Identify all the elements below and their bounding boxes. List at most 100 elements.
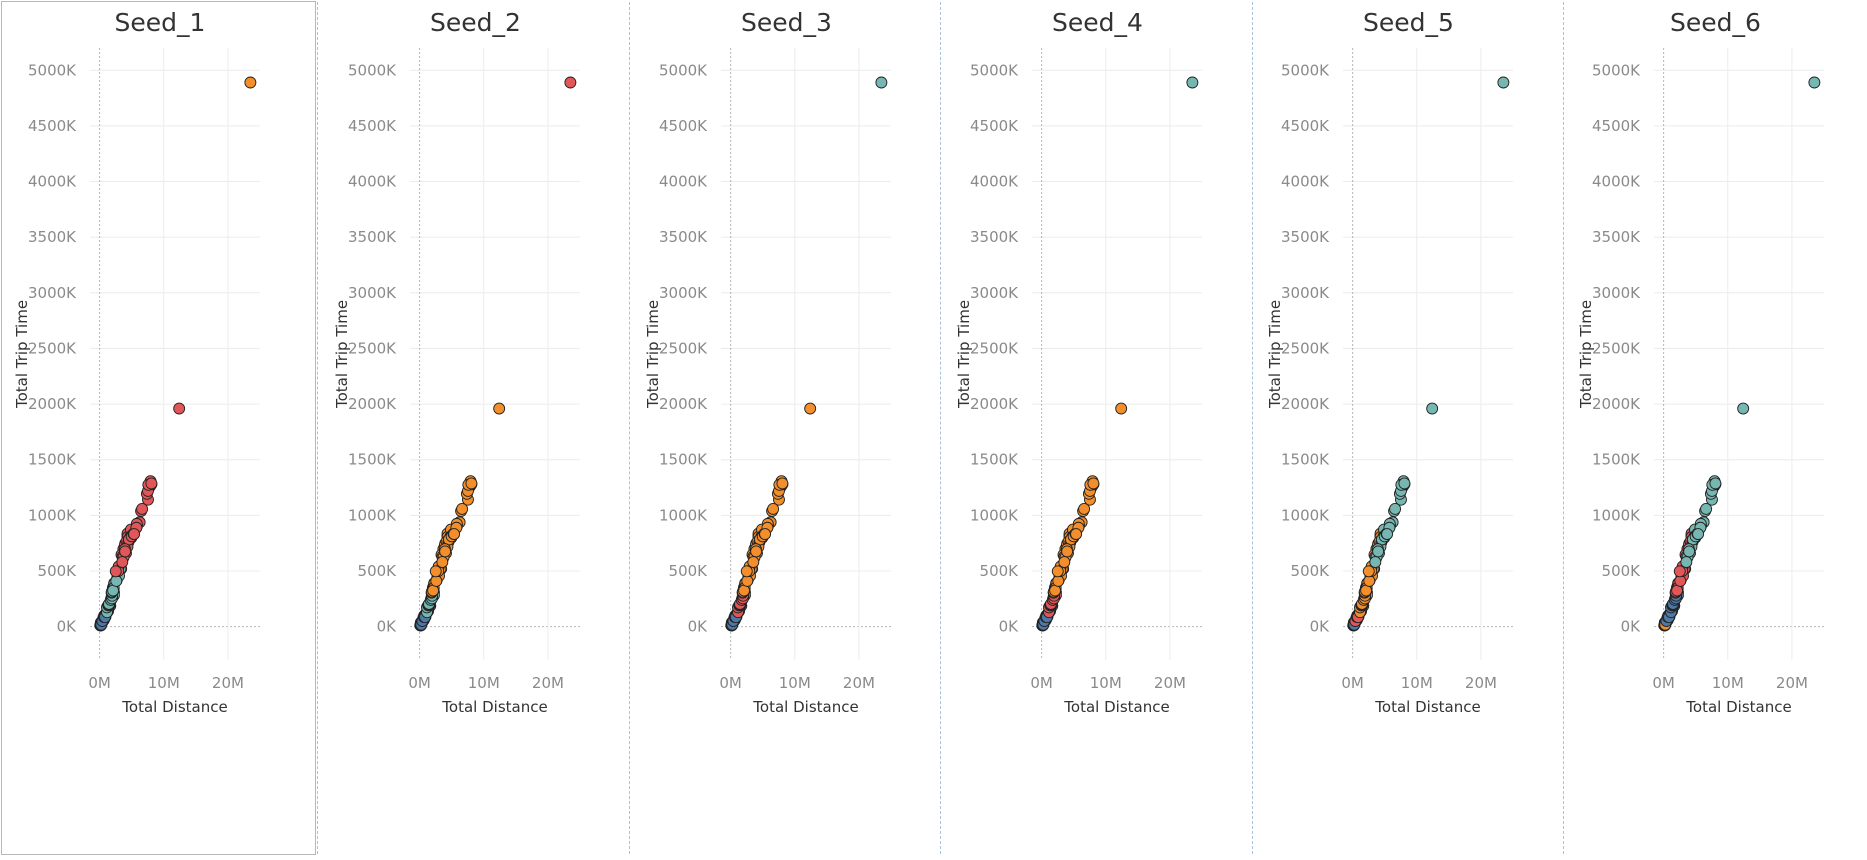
panel-title: Seed_1 — [114, 8, 206, 37]
y-tick-label: 500K — [1602, 562, 1642, 580]
y-tick-label: 3500K — [28, 228, 77, 246]
y-axis-title: Total Trip Time — [644, 300, 662, 409]
data-point — [456, 502, 469, 515]
x-tick-label: 0M — [1652, 674, 1675, 692]
data-point — [116, 556, 129, 569]
y-tick-label: 1500K — [970, 451, 1019, 469]
y-tick-label: 1000K — [348, 506, 397, 524]
chart-panel-seed-6[interactable]: Seed_6 0K 500K 1000K 1500K 2000K 2500K 3000K 35… — [1564, 0, 1867, 860]
y-tick-label: 4500K — [28, 117, 77, 135]
y-tick-label: 1000K — [1592, 506, 1641, 524]
y-tick-label: 0K — [999, 618, 1020, 636]
y-tick-label: 500K — [358, 562, 398, 580]
y-tick-label: 3000K — [1592, 284, 1641, 302]
y-tick-label: 0K — [57, 618, 78, 636]
y-tick-label: 4500K — [1592, 117, 1641, 135]
x-tick-label: 0M — [1030, 674, 1053, 692]
data-point — [436, 556, 449, 569]
x-tick-label: 20M — [1776, 674, 1808, 692]
y-tick-label: 0K — [1621, 618, 1642, 636]
y-tick-label: 1000K — [659, 506, 708, 524]
chart-panel-seed-3[interactable]: Seed_3 0K 500K 1000K 1500K 2000K 2500K 3000K 35… — [631, 0, 942, 860]
y-tick-label: 2000K — [1281, 395, 1330, 413]
data-point — [1381, 528, 1394, 541]
y-tick-label: 4000K — [970, 173, 1019, 191]
y-tick-label: 1500K — [1592, 451, 1641, 469]
y-tick-label: 4500K — [1281, 117, 1330, 135]
data-point — [128, 528, 141, 541]
data-point — [1372, 545, 1385, 558]
chart-panel-seed-2[interactable]: Seed_2 0K 500K 1000K 1500K 2000K 2500K 3000K 35… — [320, 0, 631, 860]
data-point-outlier — [804, 402, 817, 415]
x-axis-title: Total Distance — [441, 698, 547, 716]
panel-divider — [940, 2, 941, 854]
data-point-outlier — [1115, 402, 1128, 415]
y-tick-label: 2000K — [1592, 395, 1641, 413]
data-point-outlier — [493, 402, 506, 415]
y-tick-label: 500K — [38, 562, 78, 580]
panel-title: Seed_5 — [1363, 8, 1454, 37]
data-point-outlier — [1808, 76, 1821, 89]
y-tick-label: 1000K — [28, 506, 77, 524]
data-point — [1709, 477, 1722, 490]
data-point-outlier — [1737, 402, 1750, 415]
chart-panel-seed-1[interactable]: Seed_1 0K 500K 1000K 1500K 2000K 2500K 3000K 35… — [0, 0, 320, 860]
panel-title: Seed_6 — [1670, 8, 1761, 37]
y-tick-label: 500K — [980, 562, 1020, 580]
y-tick-label: 1500K — [348, 451, 397, 469]
y-axis-title: Total Trip Time — [1577, 300, 1595, 409]
y-tick-label: 4000K — [28, 173, 77, 191]
data-point-outlier — [244, 76, 257, 89]
y-tick-label: 5000K — [1592, 61, 1641, 79]
data-point — [1058, 556, 1071, 569]
y-tick-label: 1500K — [28, 451, 77, 469]
y-tick-label: 4000K — [1592, 173, 1641, 191]
y-tick-label: 2000K — [970, 395, 1019, 413]
data-point — [1362, 565, 1375, 578]
scatter-plot: 0K 500K 1000K 1500K 2000K 2500K 3000K 3500K 4000… — [333, 48, 580, 716]
y-tick-label: 2500K — [1592, 339, 1641, 357]
x-tick-label: 20M — [212, 674, 244, 692]
panel-title: Seed_2 — [430, 8, 521, 37]
chart-panel-seed-4[interactable]: Seed_4 0K 500K 1000K 1500K 2000K 2500K 3000K 35… — [942, 0, 1253, 860]
y-tick-label: 3000K — [28, 284, 77, 302]
y-tick-label: 5000K — [348, 61, 397, 79]
data-point — [448, 528, 461, 541]
chart-panel-seed-5[interactable]: Seed_5 0K 500K 1000K 1500K 2000K 2500K 3000K 35… — [1253, 0, 1564, 860]
panel-title: Seed_4 — [1052, 8, 1143, 37]
scatter-plot: 0K 500K 1000K 1500K 2000K 2500K 3000K 3500K 4000… — [955, 48, 1202, 716]
data-point — [750, 545, 763, 558]
y-tick-label: 2500K — [970, 339, 1019, 357]
panel-divider — [317, 2, 318, 854]
y-tick-label: 5000K — [28, 61, 77, 79]
data-point — [109, 565, 122, 578]
y-tick-label: 4500K — [970, 117, 1019, 135]
y-tick-label: 3000K — [970, 284, 1019, 302]
data-point — [1680, 556, 1693, 569]
data-point — [759, 528, 772, 541]
scatter-plot: 0K 500K 1000K 1500K 2000K 2500K 3000K 3500K 4000… — [1577, 48, 1824, 716]
x-tick-label: 0M — [88, 674, 111, 692]
y-tick-label: 1500K — [659, 451, 708, 469]
y-tick-label: 3500K — [1281, 228, 1330, 246]
x-tick-label: 10M — [1401, 674, 1433, 692]
x-tick-label: 10M — [1090, 674, 1122, 692]
data-point — [1683, 545, 1696, 558]
x-tick-label: 20M — [1465, 674, 1497, 692]
y-tick-label: 2000K — [28, 395, 77, 413]
x-axis-title: Total Distance — [752, 698, 858, 716]
x-tick-label: 10M — [779, 674, 811, 692]
data-point — [1398, 477, 1411, 490]
x-tick-label: 10M — [1712, 674, 1744, 692]
data-point-outlier — [564, 76, 577, 89]
y-tick-label: 3000K — [659, 284, 708, 302]
data-point — [119, 545, 132, 558]
data-point — [740, 565, 753, 578]
y-tick-label: 5000K — [1281, 61, 1330, 79]
data-point-outlier — [1497, 76, 1510, 89]
data-point — [1078, 502, 1091, 515]
y-axis-title: Total Trip Time — [13, 300, 31, 409]
data-point-outlier — [875, 76, 888, 89]
data-point — [465, 477, 478, 490]
